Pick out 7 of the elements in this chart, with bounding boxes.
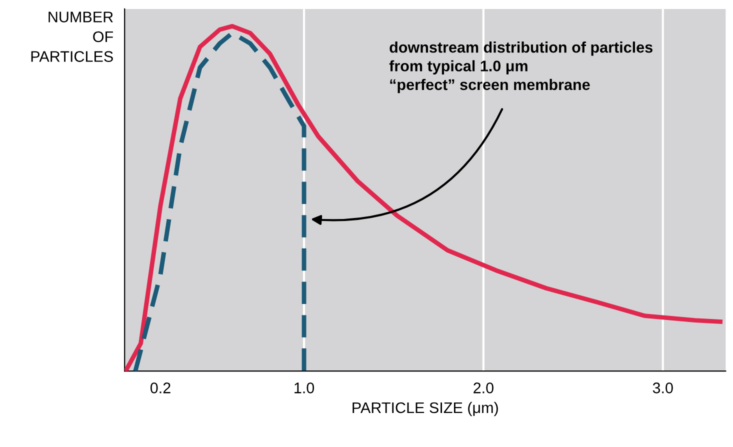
x-tick-label: 3.0: [652, 382, 673, 394]
x-tick-label: 2.0: [474, 382, 494, 394]
y-axis-title: NUMBER OF PARTICLES: [31, 12, 114, 62]
annotation: downstream distribution of particles from typical 1.0 μm “perfect” screen membrane: [389, 42, 652, 94]
x-tick-label: 0.2: [150, 382, 170, 394]
x-tick-label: 1.0: [294, 382, 314, 394]
x-axis-title: PARTICLE SIZE (μm): [352, 402, 498, 416]
